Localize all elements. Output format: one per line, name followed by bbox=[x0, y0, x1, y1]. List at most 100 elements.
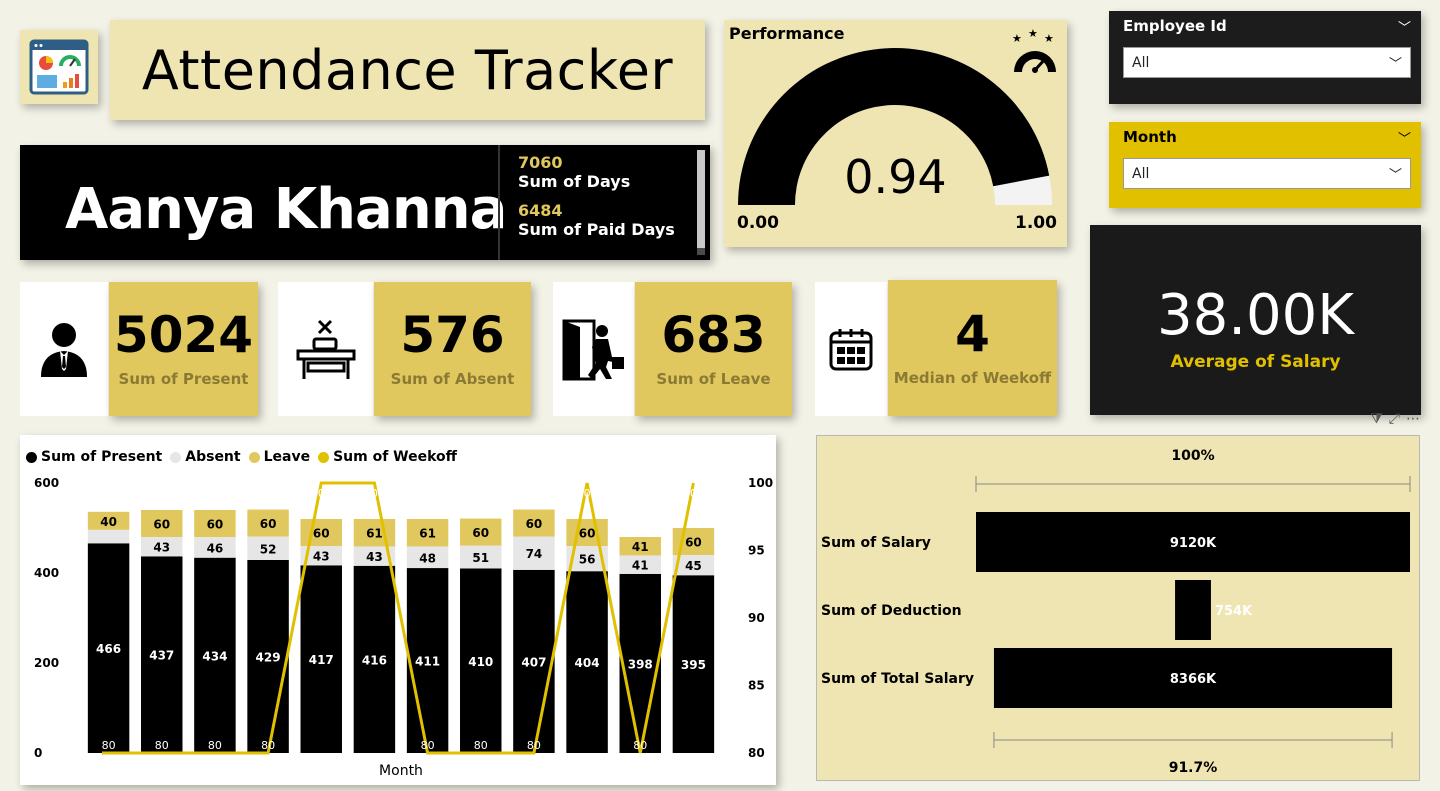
stats-scrollbar[interactable] bbox=[697, 150, 705, 255]
bar-segment-leave[interactable] bbox=[141, 510, 183, 537]
kpi-label: Sum of Present bbox=[118, 370, 249, 388]
bar-segment-absent[interactable] bbox=[513, 536, 555, 570]
data-label: 411 bbox=[415, 655, 440, 669]
bar-segment-present[interactable] bbox=[513, 569, 555, 753]
salary-funnel-chart: 100% Sum of Salary 9120K Sum of Deduction 75… bbox=[816, 435, 1420, 781]
kpi-value: 683 bbox=[661, 306, 766, 364]
y2-tick-label: 95 bbox=[748, 544, 765, 558]
funnel-value-label: 8366K bbox=[1170, 672, 1217, 687]
data-label: 434 bbox=[202, 649, 227, 663]
bar-segment-leave[interactable] bbox=[247, 509, 289, 537]
funnel-bar[interactable] bbox=[976, 512, 1410, 572]
bar-segment-leave[interactable] bbox=[194, 510, 236, 537]
weekoff-data-label: 80 bbox=[474, 739, 488, 752]
data-label: 60 bbox=[579, 527, 596, 541]
data-label: 404 bbox=[575, 656, 600, 670]
filter-icon[interactable]: ⧩ bbox=[1370, 411, 1383, 427]
bar-segment-leave[interactable] bbox=[619, 537, 661, 556]
funnel-bar[interactable] bbox=[1175, 580, 1211, 640]
bar-segment-absent[interactable] bbox=[87, 529, 130, 544]
weekoff-data-label: 0 bbox=[690, 487, 697, 500]
bar-segment-present[interactable] bbox=[141, 556, 183, 753]
weekoff-data-label: 80 bbox=[261, 739, 275, 752]
bar-segment-leave[interactable] bbox=[353, 519, 396, 547]
bar-segment-present[interactable] bbox=[87, 543, 130, 753]
days-stats: 7060 Sum of Days 6484 Sum of Paid Days bbox=[518, 153, 675, 249]
chevron-down-icon[interactable]: ﹀ bbox=[1388, 168, 1402, 183]
dashboard-logo bbox=[20, 30, 98, 104]
bar-segment-absent[interactable] bbox=[353, 546, 396, 566]
bar-segment-present[interactable] bbox=[460, 568, 502, 754]
legend-label: Absent bbox=[185, 449, 241, 465]
bar-segment-leave[interactable] bbox=[87, 511, 130, 530]
kpi-label: Sum of Absent bbox=[390, 370, 515, 388]
bar-segment-present[interactable] bbox=[619, 573, 661, 753]
weekoff-data-label: 80 bbox=[208, 739, 222, 752]
gauge-value: 0.94 bbox=[844, 150, 947, 204]
y2-tick-label: 85 bbox=[748, 679, 765, 693]
bar-segment-absent[interactable] bbox=[247, 536, 289, 560]
bar-segment-present[interactable] bbox=[194, 557, 236, 753]
bar-segment-absent[interactable] bbox=[460, 545, 502, 569]
sum-days-value: 7060 bbox=[518, 153, 563, 172]
y2-tick-label: 80 bbox=[748, 746, 765, 760]
bar-segment-present[interactable] bbox=[353, 565, 396, 753]
divider bbox=[498, 145, 500, 260]
bar-segment-leave[interactable] bbox=[300, 519, 342, 546]
average-salary-card: 38.00K Average of Salary bbox=[1090, 225, 1421, 415]
funnel-bar[interactable] bbox=[993, 648, 1393, 708]
kpi-value: 4 bbox=[955, 305, 990, 363]
bar-segment-leave[interactable] bbox=[566, 519, 608, 546]
focus-mode-icon[interactable]: ⤢ bbox=[1388, 411, 1400, 427]
empty-desk-icon bbox=[296, 319, 355, 379]
page-title: Attendance Tracker bbox=[141, 38, 674, 102]
bar-segment-present[interactable] bbox=[406, 568, 449, 753]
bar-segment-present[interactable] bbox=[300, 565, 342, 753]
data-label: 416 bbox=[362, 653, 387, 667]
data-label: 60 bbox=[526, 517, 543, 531]
bar-segment-absent[interactable] bbox=[672, 555, 715, 576]
data-label: 43 bbox=[366, 550, 383, 564]
weekoff-data-label: 0 bbox=[584, 487, 591, 500]
data-label: 60 bbox=[472, 526, 489, 540]
bar-segment-absent[interactable] bbox=[194, 537, 236, 558]
bar-segment-absent[interactable] bbox=[406, 546, 449, 569]
scrollbar-thumb[interactable] bbox=[697, 150, 705, 248]
bar-segment-leave[interactable] bbox=[460, 518, 502, 546]
chevron-down-icon[interactable]: ﹀ bbox=[1397, 21, 1411, 36]
more-options-icon[interactable]: ⋯ bbox=[1406, 411, 1420, 427]
bar-segment-absent[interactable] bbox=[619, 555, 661, 574]
legend-label: Sum of Weekoff bbox=[333, 449, 457, 465]
employee-id-slicer[interactable]: Employee Id ﹀ All ﹀ bbox=[1109, 11, 1421, 104]
legend-label: Leave bbox=[263, 449, 311, 465]
bar-segment-leave[interactable] bbox=[406, 519, 449, 547]
calendar-icon bbox=[829, 329, 873, 371]
column-chart-canvas: 0200400600808590951004664043743604344660… bbox=[34, 476, 773, 779]
employee-id-dropdown[interactable]: All ﹀ bbox=[1123, 47, 1411, 78]
bar-segment-present[interactable] bbox=[247, 559, 289, 753]
weekoff-data-label: 80 bbox=[633, 739, 647, 752]
chart-legend: Sum of Present Absent Leave Sum of Weeko… bbox=[26, 449, 457, 465]
bar-segment-leave[interactable] bbox=[513, 509, 555, 537]
data-label: 60 bbox=[153, 518, 170, 532]
weekoff-kpi: 4 Median of Weekoff bbox=[888, 280, 1057, 416]
chevron-down-icon[interactable]: ﹀ bbox=[1397, 132, 1411, 147]
data-label: 60 bbox=[313, 527, 330, 541]
svg-text:★: ★ bbox=[1028, 27, 1038, 40]
bar-segment-present[interactable] bbox=[566, 571, 608, 753]
legend-item: Sum of Weekoff bbox=[318, 449, 457, 465]
funnel-canvas: 100% Sum of Salary 9120K Sum of Deduction 75… bbox=[821, 448, 1411, 776]
gauge-min: 0.00 bbox=[737, 213, 779, 233]
slicer-label: Month bbox=[1123, 128, 1177, 146]
weekoff-line[interactable] bbox=[102, 481, 695, 755]
gauge-arc bbox=[738, 47, 1052, 205]
data-label: 410 bbox=[468, 655, 493, 669]
bar-segment-present[interactable] bbox=[672, 575, 715, 753]
chevron-down-icon[interactable]: ﹀ bbox=[1388, 57, 1402, 72]
bar-segment-absent[interactable] bbox=[300, 546, 342, 566]
data-label: 51 bbox=[472, 551, 489, 565]
bar-segment-absent[interactable] bbox=[141, 537, 183, 557]
funnel-category-label: Sum of Deduction bbox=[821, 603, 962, 619]
month-slicer[interactable]: Month ﹀ All ﹀ bbox=[1109, 122, 1421, 208]
month-dropdown[interactable]: All ﹀ bbox=[1123, 158, 1411, 189]
